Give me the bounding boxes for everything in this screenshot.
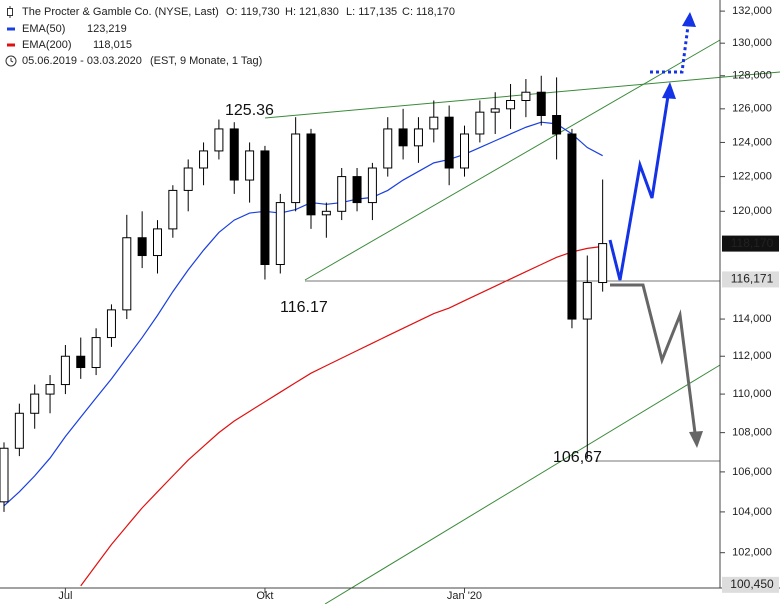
chart-title: The Procter & Gamble Co. (NYSE, Last) — [22, 6, 219, 18]
candle-body — [245, 150, 255, 181]
candle-body — [229, 128, 239, 181]
ema-line — [80, 245, 603, 587]
y-tick-label: 120,000 — [732, 205, 772, 217]
candle-body — [536, 91, 546, 117]
candle-body — [76, 355, 86, 369]
y-tick-label: 110,000 — [733, 388, 772, 400]
legend-value: 123,219 — [87, 23, 127, 35]
x-tick-label: Jan '20 — [447, 590, 482, 602]
x-tick-label: Okt — [256, 590, 273, 602]
y-tick-label: 130,000 — [732, 37, 772, 49]
candle-body — [598, 243, 608, 284]
trendline — [304, 39, 721, 281]
candle-body — [321, 210, 331, 216]
candle-body — [214, 128, 224, 152]
y-tick-label: 112,000 — [733, 350, 772, 362]
candle-body — [306, 133, 316, 216]
annotation: 125.36 — [225, 102, 274, 119]
candle-body — [60, 355, 70, 386]
y-tick-label: 128,000 — [732, 70, 772, 82]
candle-body — [506, 100, 516, 110]
candle-body — [521, 91, 531, 102]
candle-body — [260, 150, 270, 265]
candle-body — [291, 133, 301, 204]
y-tick-label: 106,000 — [732, 466, 772, 478]
price-badge-label: 100,450 — [730, 577, 774, 591]
candle-body — [429, 116, 439, 130]
candle-body — [413, 128, 423, 147]
candle-body — [367, 167, 377, 204]
y-tick-label: 114,000 — [733, 313, 772, 325]
low-label: L: 117,135 — [346, 6, 397, 18]
candle-body — [122, 237, 132, 311]
annotation: 116.17 — [280, 299, 328, 316]
candle-body — [444, 116, 454, 169]
candle-body — [91, 337, 101, 369]
period: (EST, 9 Monate, 1 Tag) — [150, 55, 262, 67]
y-tick-label: 126,000 — [732, 103, 772, 115]
arrow-head — [682, 12, 696, 27]
price-badge-label: 116,171 — [731, 272, 774, 286]
candle-body — [490, 108, 500, 113]
candle-body — [137, 237, 147, 257]
candle-body — [106, 309, 116, 339]
y-tick-label: 132,000 — [732, 5, 772, 17]
y-tick-label: 122,000 — [732, 171, 772, 183]
candle-body — [460, 133, 469, 169]
high-label: H: 121,830 — [285, 6, 339, 18]
legend-label: EMA(50) — [22, 23, 65, 35]
candle-body — [352, 176, 362, 204]
legend-value: 118,015 — [93, 39, 132, 51]
y-tick-label: 102,000 — [732, 547, 772, 559]
candle-body — [30, 393, 40, 414]
candle-body — [14, 412, 24, 449]
candle-body — [582, 282, 592, 320]
candle-body — [45, 384, 55, 395]
date-range: 05.06.2019 - 03.03.2020 — [22, 55, 142, 67]
clock-icon — [5, 55, 17, 67]
candle-body — [0, 447, 9, 503]
dotted-arrow — [650, 25, 690, 74]
candle-body — [383, 128, 393, 169]
bull-arrow — [608, 95, 670, 281]
price-badge — [722, 271, 779, 288]
ema-line — [3, 121, 603, 507]
price-badge — [722, 235, 779, 252]
header: The Procter & Gamble Co. (NYSE, Last) O:… — [5, 6, 455, 67]
candle-body — [475, 111, 485, 135]
candle-body — [567, 133, 577, 320]
candle-body — [337, 176, 347, 212]
price-badge-label: 118,170 — [731, 236, 774, 250]
candle-body — [168, 189, 178, 230]
y-tick-label: 108,000 — [732, 427, 772, 439]
trendline — [324, 364, 721, 604]
annotation: 106,67 — [553, 449, 602, 466]
candle-body — [275, 202, 285, 265]
open-label: O: 119,730 — [226, 6, 280, 18]
close-label: C: 118,170 — [402, 6, 455, 18]
drawings — [264, 12, 780, 604]
arrow-head — [662, 82, 676, 99]
candle-body — [552, 115, 562, 135]
x-tick-label: Jul — [58, 590, 72, 602]
legend-label: EMA(200) — [22, 39, 72, 51]
y-tick-label: 124,000 — [732, 136, 772, 148]
candle-body — [153, 228, 162, 257]
bear-arrow — [610, 283, 697, 434]
arrow-head — [689, 431, 703, 448]
candle-icon — [7, 6, 13, 18]
price-badge — [722, 576, 779, 593]
candle-body — [199, 150, 209, 169]
y-tick-label: 104,000 — [732, 506, 772, 518]
candle-body — [183, 167, 193, 191]
candle-body — [398, 128, 408, 147]
